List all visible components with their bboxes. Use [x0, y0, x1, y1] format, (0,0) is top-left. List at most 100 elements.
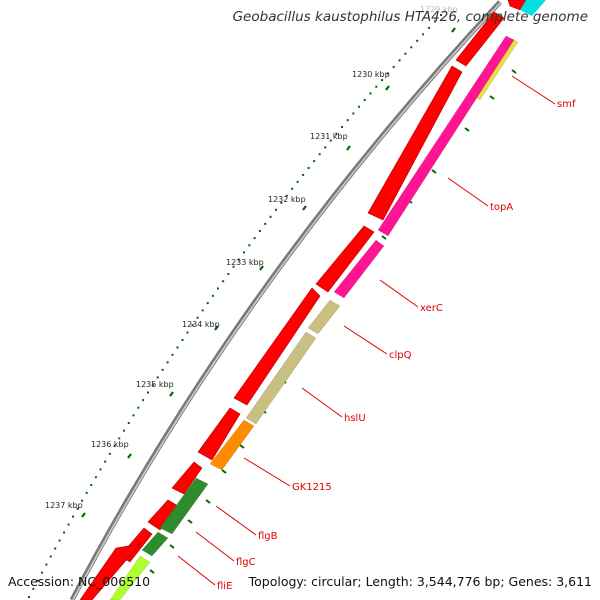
- minor-tick: [132, 414, 135, 417]
- minor-tick: [243, 251, 246, 254]
- gene-label-clpQ: clpQ: [389, 350, 412, 361]
- minor-tick: [72, 515, 75, 518]
- major-tick: [169, 391, 174, 397]
- inner-tick: [431, 169, 437, 174]
- major-tick: [127, 453, 132, 459]
- minor-tick: [161, 368, 164, 371]
- leader-xerC: [379, 279, 419, 308]
- kbp-label: 1230 kbp: [352, 70, 390, 79]
- major-tick: [385, 85, 390, 91]
- gene-label-flgC: flgC: [236, 557, 256, 568]
- minor-tick: [32, 587, 35, 590]
- minor-tick: [176, 346, 179, 349]
- minor-tick: [318, 153, 321, 156]
- minor-tick: [440, 14, 442, 16]
- minor-tick: [410, 46, 413, 49]
- minor-tick: [211, 294, 214, 297]
- minor-tick: [166, 361, 169, 364]
- minor-tick: [108, 452, 111, 455]
- minor-tick: [369, 92, 372, 95]
- gene-band-GK1215: [209, 419, 255, 471]
- minor-tick: [36, 579, 39, 582]
- minor-tick: [434, 20, 437, 23]
- leader-clpQ: [343, 325, 388, 355]
- minor-tick: [274, 208, 277, 211]
- minor-tick: [381, 79, 384, 82]
- minor-tick: [422, 33, 425, 36]
- minor-tick: [291, 187, 294, 190]
- minor-tick: [127, 421, 130, 424]
- minor-tick: [113, 445, 116, 448]
- minor-tick: [280, 201, 283, 204]
- minor-tick: [156, 376, 159, 379]
- minor-tick: [58, 539, 61, 542]
- gene-band-clpQ: [307, 299, 341, 335]
- cds-arrow: [197, 407, 241, 461]
- inner-tick: [511, 69, 517, 74]
- minor-tick: [54, 547, 57, 550]
- minor-tick: [67, 523, 70, 526]
- leader-GK1215: [243, 457, 291, 487]
- minor-tick: [302, 173, 305, 176]
- minor-tick: [416, 39, 419, 42]
- minor-tick: [171, 353, 174, 356]
- leader-flgC: [195, 531, 235, 562]
- inner-tick: [239, 444, 245, 449]
- kbp-label: 1233 kbp: [226, 258, 264, 267]
- gene-band-xerC: [333, 239, 385, 299]
- minor-tick: [237, 258, 240, 261]
- cds-arrow: [79, 543, 141, 600]
- major-tick: [346, 145, 351, 151]
- minor-tick: [40, 571, 43, 574]
- gene-label-hslU: hslU: [344, 413, 366, 424]
- kbp-label: 1234 kbp: [182, 320, 220, 329]
- backbone-highlight: [72, 1, 502, 600]
- gene-band-hslU: [245, 331, 317, 425]
- minor-tick: [222, 280, 225, 283]
- minor-tick: [386, 72, 389, 75]
- minor-tick: [363, 99, 366, 102]
- minor-tick: [85, 491, 88, 494]
- minor-tick: [335, 132, 338, 135]
- inner-tick: [221, 469, 227, 474]
- minor-tick: [99, 468, 102, 471]
- minor-tick: [258, 230, 261, 232]
- gene-band-flgC: [141, 531, 169, 557]
- minor-tick: [392, 65, 395, 68]
- minor-tick: [352, 112, 355, 115]
- cds-arrow: [233, 287, 321, 406]
- minor-tick: [248, 244, 251, 247]
- minor-tick: [375, 85, 378, 88]
- minor-tick: [104, 460, 107, 463]
- leader-smf: [511, 75, 556, 105]
- minor-tick: [196, 316, 199, 319]
- backbone-arc: [69, 0, 502, 600]
- cds-arrow: [367, 65, 463, 221]
- minor-tick: [227, 272, 230, 275]
- leader-flgB: [215, 505, 257, 536]
- inner-tick: [187, 519, 193, 524]
- kbp-label: 1235 kbp: [136, 380, 174, 389]
- minor-tick: [329, 139, 332, 142]
- inner-tick: [205, 499, 211, 504]
- gene-labels: smf topA xerC clpQ hslU GK1215 flgB flgC fliE: [217, 99, 576, 592]
- cds-arrow: [147, 499, 179, 531]
- minor-tick: [264, 222, 267, 225]
- gene-label-topA: topA: [490, 202, 513, 213]
- inner-tick: [489, 95, 495, 100]
- gene-label-smf: smf: [557, 99, 576, 110]
- gene-label-fliE: fliE: [217, 581, 232, 592]
- minor-tick: [404, 52, 407, 55]
- minor-tick: [269, 215, 272, 218]
- major-tick: [81, 512, 86, 518]
- inner-tick: [169, 544, 175, 549]
- summary-label: Topology: circular; Length: 3,544,776 bp…: [248, 574, 592, 589]
- minor-tick: [94, 476, 97, 479]
- inner-tick: [381, 235, 387, 240]
- gene-label-GK1215: GK1215: [292, 482, 332, 493]
- minor-tick: [181, 338, 184, 341]
- outer-cds-track: [79, 0, 546, 600]
- leader-topA: [447, 177, 489, 207]
- inner-cds-track: [109, 35, 519, 600]
